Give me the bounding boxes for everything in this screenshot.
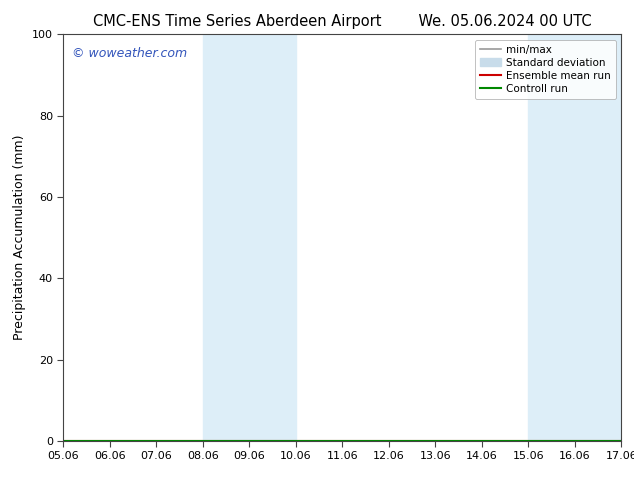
Bar <box>203 34 296 441</box>
Legend: min/max, Standard deviation, Ensemble mean run, Controll run: min/max, Standard deviation, Ensemble me… <box>475 40 616 99</box>
Bar <box>528 34 621 441</box>
Text: © woweather.com: © woweather.com <box>72 47 187 59</box>
Title: CMC-ENS Time Series Aberdeen Airport        We. 05.06.2024 00 UTC: CMC-ENS Time Series Aberdeen Airport We.… <box>93 14 592 29</box>
Y-axis label: Precipitation Accumulation (mm): Precipitation Accumulation (mm) <box>13 135 27 341</box>
